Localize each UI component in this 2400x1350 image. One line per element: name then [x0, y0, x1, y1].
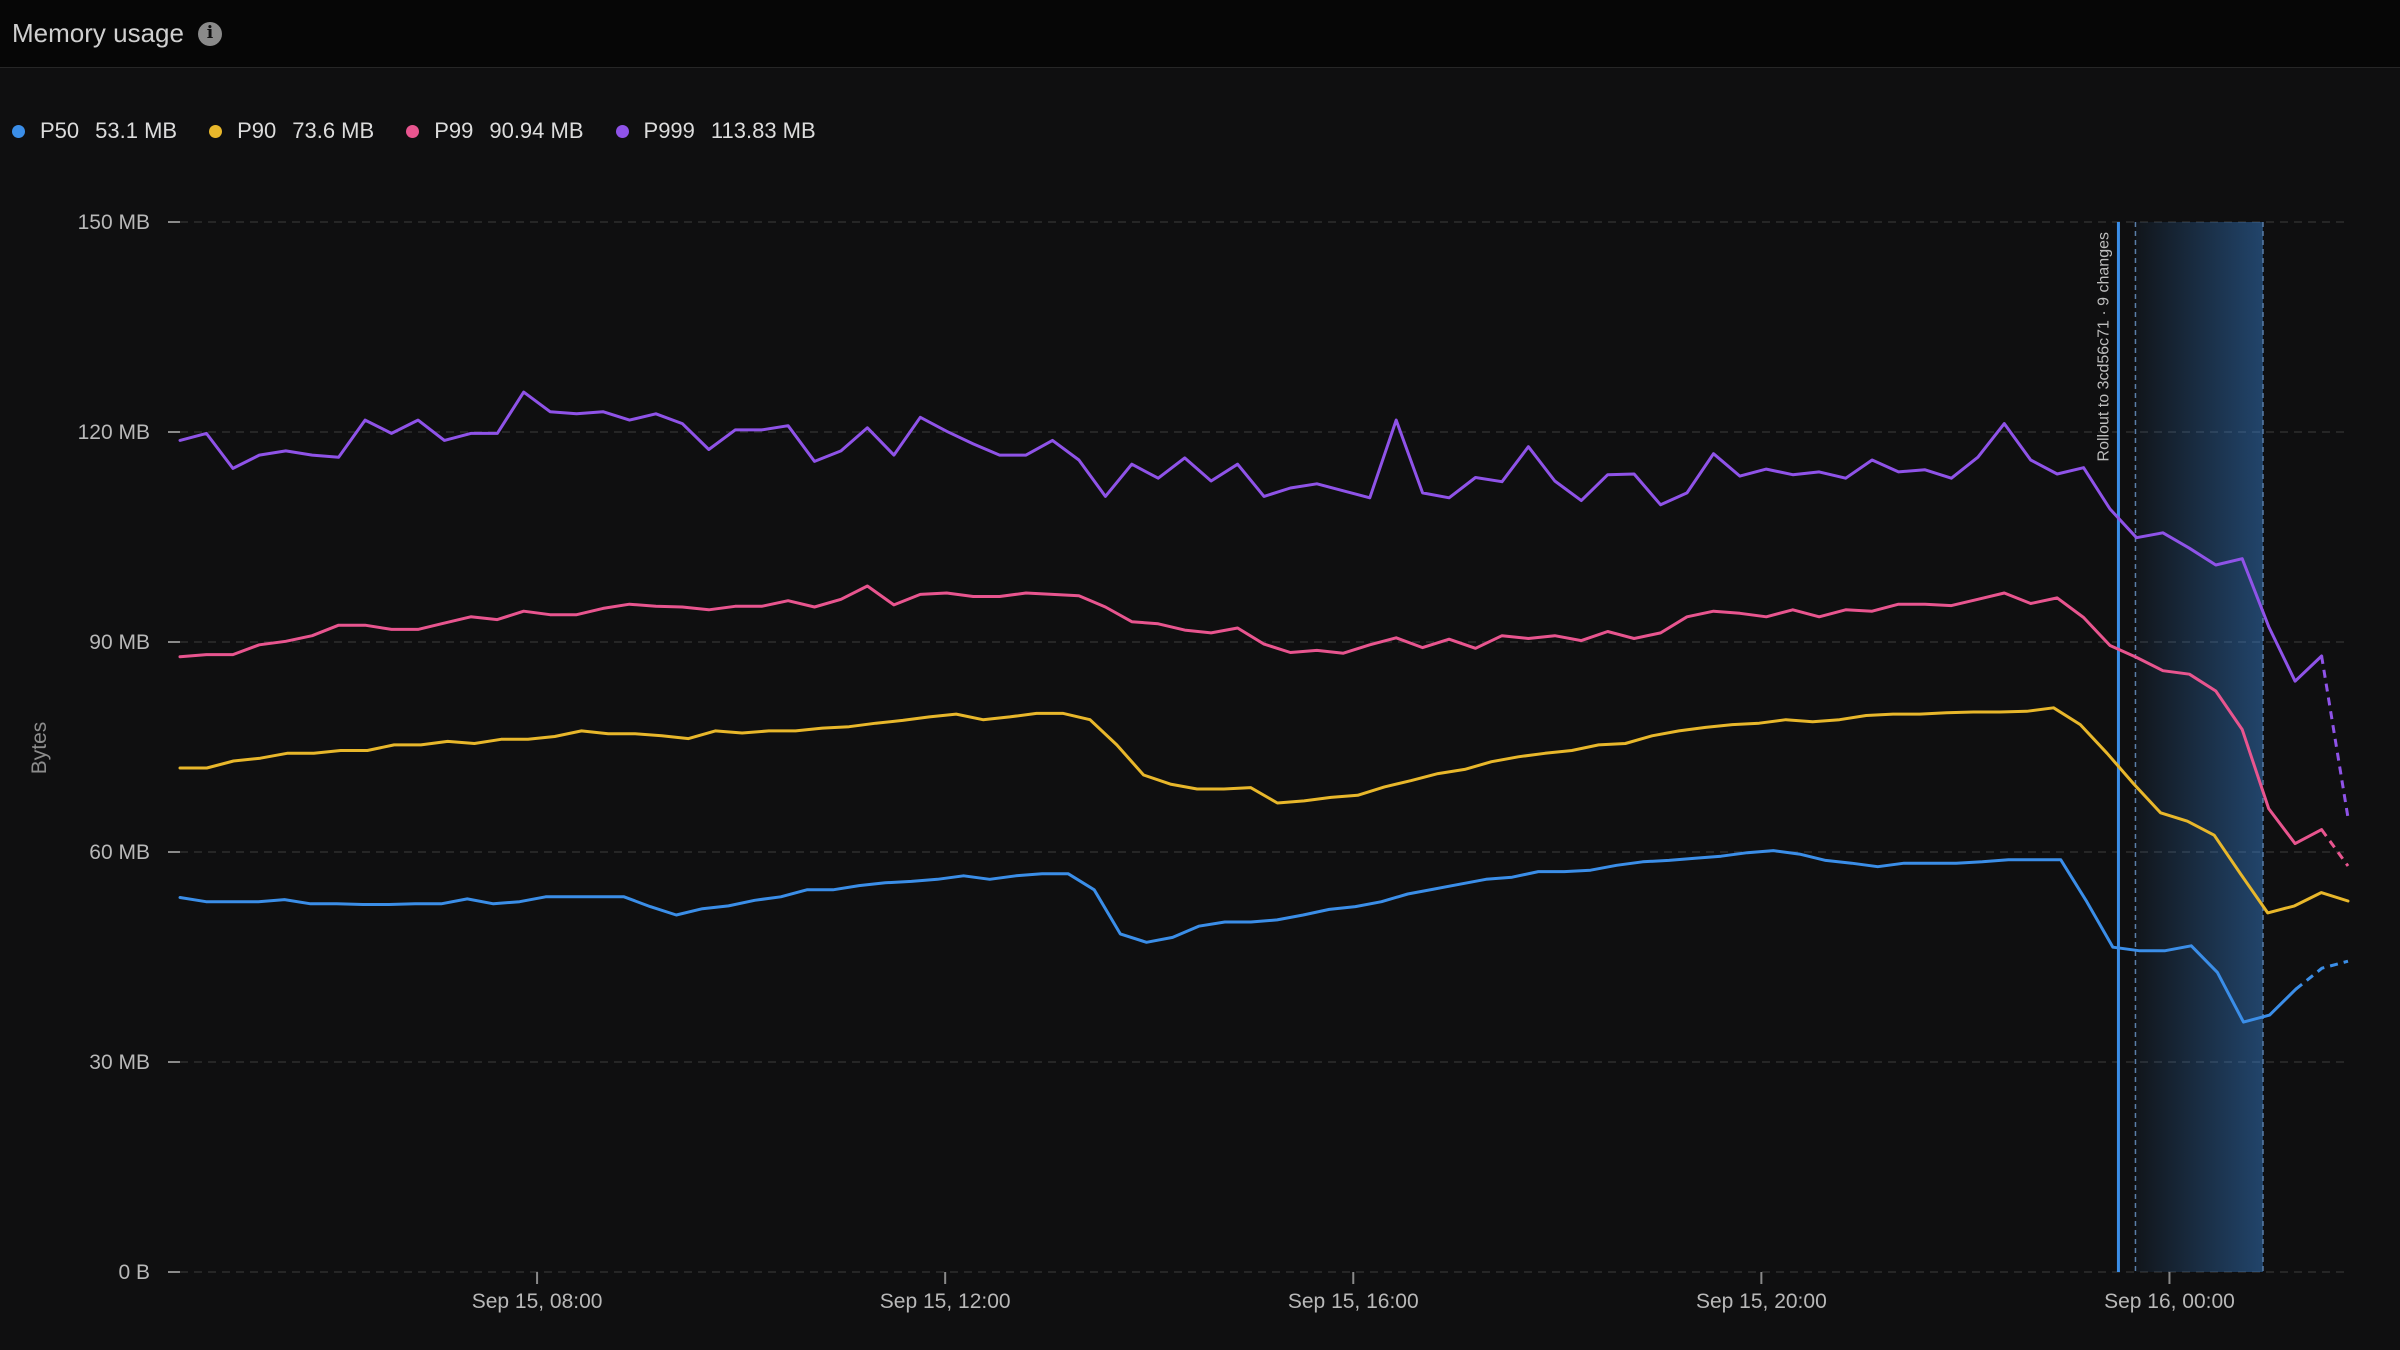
- panel-header: Memory usage i: [0, 0, 2400, 68]
- series-p90-line[interactable]: [178, 706, 2350, 915]
- y-tick-label: 150 MB: [78, 211, 150, 234]
- legend-series-value: 73.6 MB: [292, 118, 375, 143]
- grid-lines: [180, 221, 2348, 1273]
- y-tick-label: 90 MB: [89, 631, 150, 654]
- legend-series-name: P90: [237, 118, 277, 143]
- legend-dot-icon: [209, 124, 223, 138]
- legend-dot-icon: [615, 124, 629, 138]
- legend-series-name: P99: [434, 118, 474, 143]
- y-tick-label: 120 MB: [78, 421, 150, 444]
- series-p50-line[interactable]: [178, 849, 2298, 1024]
- series-p999-forecast-line: [2320, 655, 2350, 818]
- legend-item-p999[interactable]: P999 113.83 MB: [615, 118, 816, 144]
- axes: 0 B 30 MB 60 MB 90 MB 120 MB 150 MB Sep 15, 08…: [28, 211, 2235, 1313]
- panel-title: Memory usage: [12, 18, 184, 48]
- legend-dot-icon: [406, 124, 420, 138]
- legend-dot-icon: [12, 124, 25, 138]
- series-lines: [178, 390, 2350, 1024]
- rollout-label: Rollout to 3cd56c71 · 9 changes: [2095, 232, 2112, 461]
- x-tick-label: Sep 16, 00:00: [2104, 1290, 2235, 1313]
- y-tick-label: 60 MB: [89, 841, 150, 864]
- legend-series-name: P50: [40, 118, 80, 143]
- rollout-window[interactable]: [2135, 222, 2263, 1272]
- series-p999-line[interactable]: [178, 390, 2324, 683]
- series-p50-forecast-line: [2294, 959, 2349, 991]
- legend-series-value: 53.1 MB: [95, 118, 178, 143]
- legend-series-value: 90.94 MB: [489, 118, 584, 143]
- x-tick-label: Sep 15, 20:00: [1696, 1290, 1827, 1313]
- series-p99-line[interactable]: [178, 584, 2324, 846]
- legend-item-p50[interactable]: P50 53.1 MB: [12, 118, 177, 144]
- legend-series-value: 113.83 MB: [710, 118, 816, 143]
- y-tick-label: 0 B: [118, 1261, 150, 1284]
- rollout-annotation[interactable]: Rollout to 3cd56c71 · 9 changes: [2095, 222, 2264, 1272]
- x-tick-label: Sep 15, 08:00: [472, 1290, 603, 1313]
- y-tick-label: 30 MB: [89, 1051, 150, 1074]
- legend-item-p90[interactable]: P90 73.6 MB: [209, 118, 374, 144]
- y-axis-title: Bytes: [28, 722, 51, 775]
- legend-series-name: P999: [643, 118, 695, 143]
- x-tick-label: Sep 15, 16:00: [1288, 1290, 1419, 1313]
- legend-item-p99[interactable]: P99 90.94 MB: [406, 118, 584, 144]
- info-icon[interactable]: i: [197, 21, 222, 46]
- chart-legend: P50 53.1 MB P90 73.6 MB P99 90.94 MB P999 113.8…: [12, 114, 848, 148]
- series-p99-forecast-line: [2320, 828, 2350, 867]
- x-tick-label: Sep 15, 12:00: [880, 1290, 1011, 1313]
